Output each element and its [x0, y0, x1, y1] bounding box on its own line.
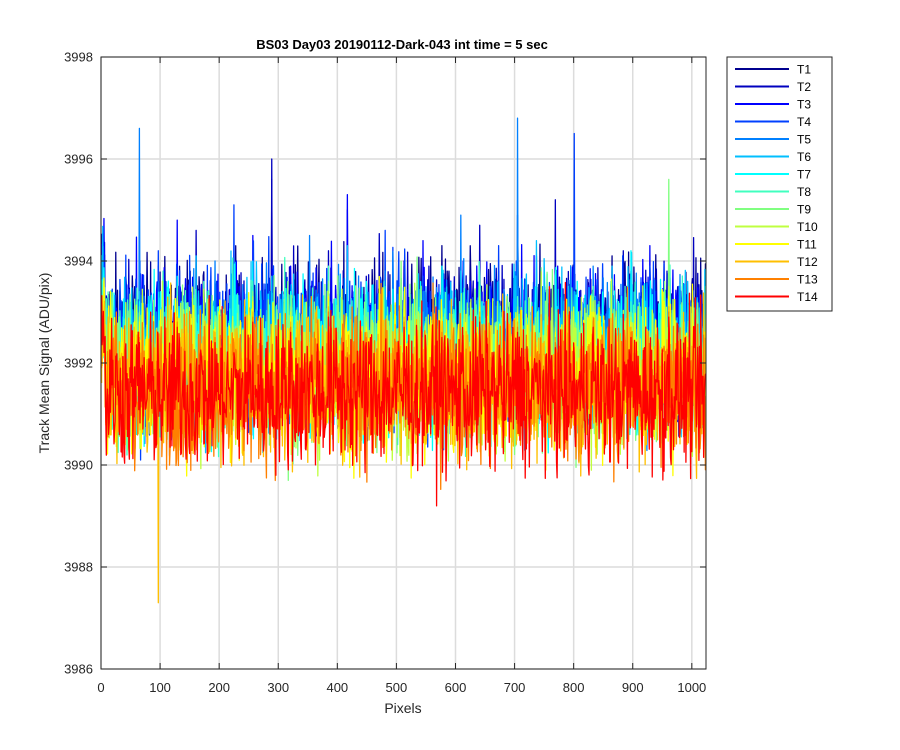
legend-label-t3: T3: [797, 98, 811, 112]
legend-label-t7: T7: [797, 168, 811, 182]
y-tick-label: 3990: [64, 458, 93, 473]
y-tick-label: 3996: [64, 152, 93, 167]
legend-label-t13: T13: [797, 273, 818, 287]
x-tick-label: 500: [386, 680, 408, 695]
y-axis-label: Track Mean Signal (ADU/pix): [36, 273, 52, 454]
x-tick-label: 0: [97, 680, 104, 695]
y-tick-label: 3992: [64, 356, 93, 371]
legend-label-t10: T10: [797, 220, 818, 234]
legend-label-t14: T14: [797, 290, 818, 304]
legend-label-t8: T8: [797, 185, 811, 199]
series-lines: [101, 117, 706, 604]
legend-box: [726, 56, 833, 312]
x-tick-label: 900: [622, 680, 644, 695]
legend: T1 T2 T3 T4 T5 T6 T7 T8 T9 T10 T11 T12 T13 T14: [726, 56, 833, 312]
legend-label-t2: T2: [797, 80, 811, 94]
legend-label-t11: T11: [797, 238, 817, 252]
y-axis: 3986 3988 3990 3992 3994 3996 3998: [64, 50, 706, 677]
x-tick-label: 800: [563, 680, 585, 695]
x-tick-label: 400: [326, 680, 348, 695]
x-axis-label: Pixels: [384, 700, 421, 716]
y-tick-label: 3998: [64, 50, 93, 65]
legend-label-t6: T6: [797, 150, 811, 164]
x-tick-label: 1000: [677, 680, 706, 695]
x-tick-label: 700: [504, 680, 526, 695]
legend-label-t5: T5: [797, 133, 811, 147]
x-tick-label: 200: [208, 680, 230, 695]
x-tick-label: 600: [445, 680, 467, 695]
chart-title: BS03 Day03 20190112-Dark-043 int time = …: [256, 37, 548, 52]
series-line-t14: [101, 281, 706, 507]
y-tick-label: 3988: [64, 560, 93, 575]
x-tick-label: 100: [149, 680, 171, 695]
y-tick-label: 3986: [64, 662, 93, 677]
x-axis: 0 100 200 300 400 500 600 700 800 900 1000: [97, 57, 706, 695]
y-tick-label: 3994: [64, 254, 93, 269]
legend-label-t9: T9: [797, 203, 811, 217]
legend-label-t4: T4: [797, 115, 811, 129]
legend-label-t1: T1: [797, 63, 811, 77]
x-tick-label: 300: [267, 680, 289, 695]
legend-label-t12: T12: [797, 255, 818, 269]
